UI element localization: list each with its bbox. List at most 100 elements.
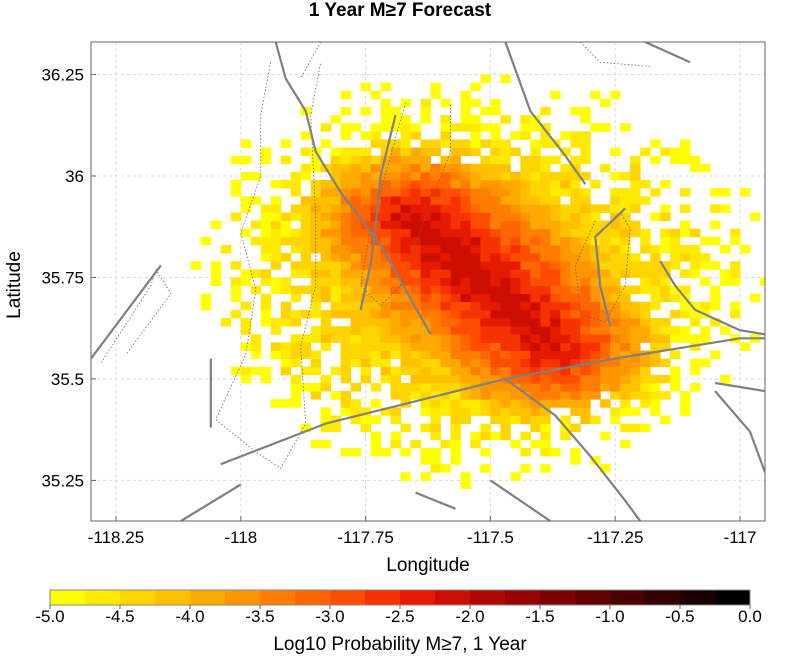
heatmap-cell <box>360 171 371 181</box>
heatmap-cell <box>500 334 511 343</box>
heatmap-cell <box>650 342 661 351</box>
heatmap-cell <box>520 277 531 286</box>
heatmap-cell <box>450 415 461 424</box>
heatmap-cell <box>370 253 381 262</box>
heatmap-cell <box>740 245 751 254</box>
heatmap-cell <box>240 171 252 181</box>
heatmap-cell <box>330 155 341 165</box>
heatmap-cell <box>420 98 431 108</box>
heatmap-cell <box>350 415 361 424</box>
heatmap-cell <box>480 374 491 384</box>
heatmap-cell <box>460 326 471 335</box>
heatmap-cell <box>210 277 222 286</box>
heatmap-cell <box>420 383 431 392</box>
heatmap-cell <box>470 439 481 449</box>
fault-zones <box>100 42 651 469</box>
heatmap-cell <box>450 285 461 295</box>
colorbar-swatch <box>435 590 471 605</box>
heatmap-cell <box>200 236 212 246</box>
heatmap-cell <box>580 155 591 165</box>
heatmap-cell <box>600 318 611 327</box>
heatmap-cell <box>400 293 411 303</box>
heatmap-cell <box>340 204 351 213</box>
heatmap-cell <box>650 358 661 368</box>
heatmap-cell <box>550 277 561 286</box>
heatmap-cell <box>300 228 312 238</box>
heatmap-cell <box>380 245 391 254</box>
heatmap-cell <box>290 236 302 246</box>
heatmap-cell <box>670 350 681 359</box>
heatmap-cell <box>280 358 292 368</box>
heatmap-cell <box>660 334 671 343</box>
fault-zone-outline <box>100 268 172 363</box>
heatmap-cell <box>590 374 601 384</box>
heatmap-cell <box>570 326 581 335</box>
heatmap-cell <box>570 293 581 303</box>
heatmap-cell <box>360 212 371 221</box>
heatmap-cell <box>560 326 571 335</box>
heatmap-cell <box>350 277 361 286</box>
heatmap-cell <box>330 115 341 124</box>
heatmap-cell <box>500 318 511 327</box>
heatmap-cell <box>570 374 581 384</box>
heatmap-cell <box>520 163 531 173</box>
heatmap-cell <box>430 383 441 392</box>
heatmap-cell <box>290 261 302 270</box>
heatmap-cell <box>320 236 332 246</box>
heatmap-cell <box>280 309 292 319</box>
heatmap-cell <box>340 212 351 221</box>
heatmap-cell <box>450 374 461 384</box>
heatmap-cell <box>450 147 461 156</box>
heatmap-cell <box>350 245 361 254</box>
heatmap-cell <box>490 123 501 132</box>
heatmap-cell <box>570 350 581 359</box>
heatmap-cell <box>350 269 361 278</box>
colorbar-ticks: -5.0 -4.5 -4.0 -3.5 -3.0 -2.5 -2.0 -1.5 -1.0 -0.5… <box>35 605 762 626</box>
heatmap-cell <box>420 188 431 197</box>
heatmap-cell <box>460 285 471 295</box>
heatmap-cell <box>580 147 591 156</box>
heatmap-cell <box>460 480 471 489</box>
heatmap-cell <box>490 147 501 156</box>
heatmap-cell <box>570 188 581 197</box>
heatmap-cell <box>540 399 551 408</box>
heatmap-cell <box>710 301 721 311</box>
heatmap-cell <box>530 326 541 335</box>
heatmap-cell <box>480 74 491 83</box>
heatmap-cell <box>340 261 351 270</box>
heatmap-cell <box>260 366 272 376</box>
heatmap-cell <box>270 220 282 230</box>
heatmap-cell <box>540 318 551 327</box>
heatmap-cell <box>530 245 541 254</box>
heatmap-cell <box>410 131 421 140</box>
heatmap-cell <box>440 326 451 335</box>
heatmap-cell <box>370 326 381 335</box>
heatmap-cell <box>360 277 371 286</box>
heatmap-cell <box>400 245 411 254</box>
heatmap-cell <box>310 180 322 189</box>
heatmap-cell <box>490 407 501 416</box>
heatmap-cell <box>590 391 601 400</box>
heatmap-cell <box>490 285 501 295</box>
heatmap-cell <box>520 285 531 295</box>
heatmap-cell <box>550 293 561 303</box>
heatmap-cell <box>360 301 371 311</box>
heatmap-cell <box>450 309 461 319</box>
heatmap-cell <box>390 383 401 392</box>
heatmap-cell <box>290 358 302 368</box>
fault-trace <box>274 42 432 335</box>
heatmap-cell <box>620 245 631 254</box>
heatmap-cell <box>520 447 531 457</box>
heatmap-cell <box>370 334 381 343</box>
heatmap-cell <box>690 253 701 262</box>
heatmap-cell <box>690 383 701 392</box>
colorbar-tick-label: -1.5 <box>525 607 554 626</box>
heatmap-cell <box>280 212 292 221</box>
heatmap-cell <box>460 342 471 351</box>
heatmap-cell <box>640 147 651 156</box>
heatmap-cell <box>360 415 371 424</box>
heatmap-cell <box>390 228 401 238</box>
heatmap-cell <box>460 90 471 100</box>
heatmap-cell <box>670 155 681 165</box>
heatmap-cell <box>350 261 361 270</box>
